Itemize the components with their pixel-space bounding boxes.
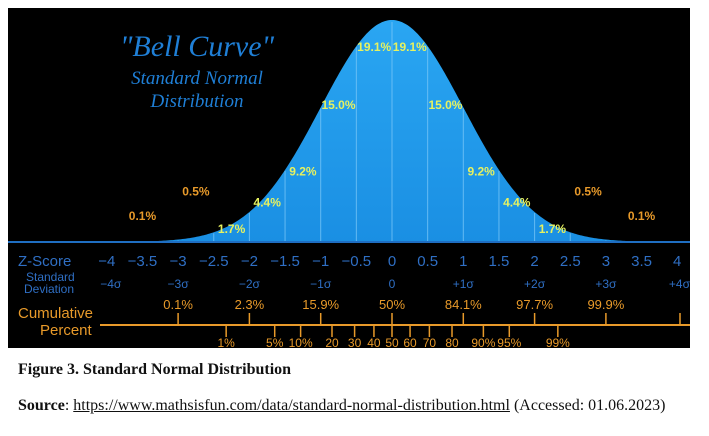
cumulative-minor-label: 50 bbox=[385, 336, 399, 350]
chart-subtitle-line1: Standard Normal bbox=[131, 68, 263, 89]
z-score-tick-label: −4 bbox=[98, 253, 115, 270]
z-score-tick-label: 3.5 bbox=[631, 253, 652, 270]
cumulative-label-line2: Percent bbox=[40, 322, 93, 339]
std-dev-label-line1: Standard bbox=[26, 270, 75, 284]
z-score-tick-label: −0.5 bbox=[342, 253, 372, 270]
z-score-tick-label: −3 bbox=[170, 253, 187, 270]
z-score-tick-label: 1 bbox=[459, 253, 467, 270]
source-separator: : bbox=[64, 397, 74, 414]
region-percent-label: 0.5% bbox=[182, 184, 210, 198]
source-line: Source: https://www.mathsisfun.com/data/… bbox=[18, 395, 698, 417]
region-percent-label: 1.7% bbox=[218, 222, 246, 236]
cumulative-minor-label: 20 bbox=[325, 336, 339, 350]
cumulative-minor-label: 80 bbox=[445, 336, 459, 350]
region-percent-label: 1.7% bbox=[539, 222, 567, 236]
cumulative-minor-label: 40 bbox=[367, 336, 381, 350]
sigma-tick-label: −1σ bbox=[310, 277, 332, 291]
cumulative-major-label: 2.3% bbox=[235, 297, 265, 312]
cumulative-major-label: 97.7% bbox=[516, 297, 553, 312]
cumulative-minor-label: 60 bbox=[403, 336, 417, 350]
z-score-tick-label: 1.5 bbox=[489, 253, 510, 270]
region-percent-label: 4.4% bbox=[503, 195, 531, 209]
std-dev-label-line2: Deviation bbox=[24, 282, 74, 296]
cumulative-minor-label: 5% bbox=[266, 336, 284, 350]
cumulative-minor-label: 10% bbox=[289, 336, 313, 350]
z-score-tick-label: −3.5 bbox=[128, 253, 158, 270]
z-score-tick-label: 2 bbox=[530, 253, 538, 270]
cumulative-major-label: 15.9% bbox=[302, 297, 339, 312]
z-score-tick-label: −1.5 bbox=[270, 253, 300, 270]
z-score-tick-label: −2.5 bbox=[199, 253, 229, 270]
source-label: Source bbox=[18, 397, 65, 414]
chart-subtitle-line2: Distribution bbox=[150, 91, 244, 112]
region-percent-label: 9.2% bbox=[289, 164, 317, 178]
cumulative-minor-label: 30 bbox=[348, 336, 362, 350]
figure-caption: Figure 3. Standard Normal Distribution bbox=[18, 361, 292, 378]
cumulative-major-label: 84.1% bbox=[445, 297, 482, 312]
accessed-date: (Accessed: 01.06.2023) bbox=[509, 397, 666, 414]
z-score-tick-label: −2 bbox=[241, 253, 258, 270]
z-score-tick-label: 0 bbox=[388, 253, 396, 270]
region-percent-label: 19.1% bbox=[357, 40, 391, 54]
cumulative-major-label: 99.9% bbox=[587, 297, 624, 312]
sigma-tick-label: +2σ bbox=[524, 277, 546, 291]
region-percent-label: 0.1% bbox=[628, 209, 656, 223]
sigma-tick-label: 0 bbox=[389, 277, 396, 291]
chart-title: "Bell Curve" bbox=[120, 30, 275, 63]
region-percent-label: 15.0% bbox=[322, 98, 356, 112]
cumulative-minor-label: 90% bbox=[471, 336, 495, 350]
region-percent-label: 4.4% bbox=[254, 195, 282, 209]
z-score-tick-label: 0.5 bbox=[417, 253, 438, 270]
sigma-tick-label: −4σ bbox=[100, 277, 122, 291]
z-score-tick-label: 4 bbox=[673, 253, 681, 270]
region-percent-label: 0.1% bbox=[129, 209, 157, 223]
cumulative-major-label: 0.1% bbox=[163, 297, 193, 312]
source-link[interactable]: https://www.mathsisfun.com/data/standard… bbox=[73, 397, 510, 414]
cumulative-label-line1: Cumulative bbox=[18, 305, 93, 322]
z-score-tick-label: 3 bbox=[602, 253, 610, 270]
sigma-tick-label: +1σ bbox=[453, 277, 475, 291]
cumulative-minor-label: 99% bbox=[546, 336, 570, 350]
sigma-tick-label: −2σ bbox=[239, 277, 261, 291]
cumulative-minor-label: 1% bbox=[217, 336, 235, 350]
region-percent-label: 0.5% bbox=[574, 184, 602, 198]
z-score-axis-label: Z-Score bbox=[18, 253, 71, 270]
sigma-tick-label: +4σ bbox=[669, 277, 691, 291]
sigma-tick-label: −3σ bbox=[168, 277, 190, 291]
region-percent-label: 19.1% bbox=[393, 40, 427, 54]
z-score-tick-label: 2.5 bbox=[560, 253, 581, 270]
cumulative-minor-label: 95% bbox=[497, 336, 521, 350]
cumulative-major-label: 50% bbox=[379, 297, 405, 312]
z-score-tick-label: −1 bbox=[312, 253, 329, 270]
sigma-tick-label: +3σ bbox=[595, 277, 617, 291]
region-percent-label: 15.0% bbox=[428, 98, 462, 112]
region-percent-label: 9.2% bbox=[467, 164, 495, 178]
cumulative-minor-label: 70 bbox=[423, 336, 437, 350]
